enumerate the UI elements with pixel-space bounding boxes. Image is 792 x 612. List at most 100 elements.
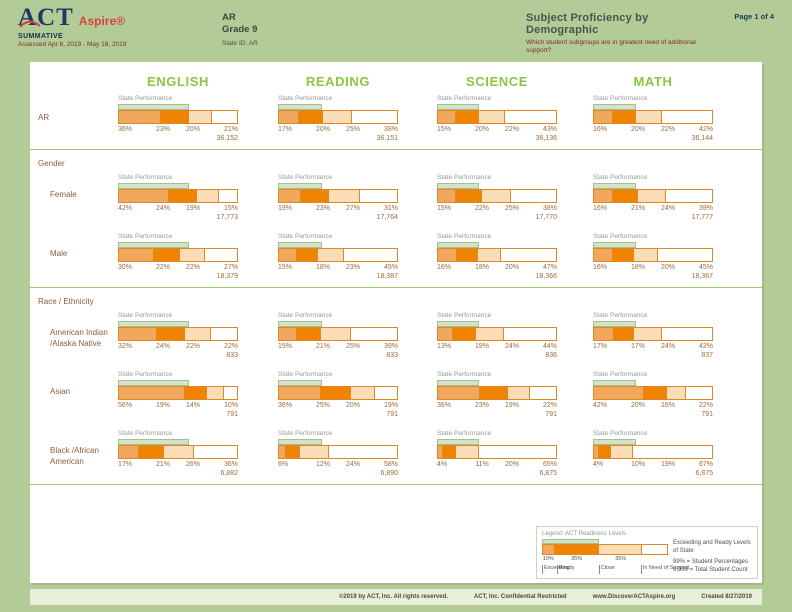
bar-segment-ready xyxy=(321,387,351,399)
bar-segment-exceeding xyxy=(594,387,644,399)
bar-segment-close xyxy=(481,190,512,202)
segment-percentage: 67% xyxy=(698,461,713,468)
bar-segment-close xyxy=(479,111,506,123)
segment-percentage: 23% xyxy=(345,264,360,271)
segment-percentage: 15% xyxy=(223,205,238,212)
bar-segment-close xyxy=(637,190,666,202)
segment-percentage: 11% xyxy=(475,461,489,468)
segment-percentage: 25% xyxy=(315,402,330,409)
bar-segment-ready xyxy=(612,249,635,261)
state-performance-band xyxy=(118,183,189,189)
bar-segment-close xyxy=(667,387,687,399)
proficiency-chart: State Performance 19% 23% 27% 31% 17,764 xyxy=(278,174,398,221)
state-performance-label: State Performance xyxy=(437,95,492,102)
segment-percentages: 17% 20% 25% 38% xyxy=(278,126,398,133)
bar-segment-in-need-of-support xyxy=(219,190,237,202)
bar-segment-close xyxy=(350,387,375,399)
segment-percentages: 15% 20% 22% 43% xyxy=(437,126,557,133)
segment-percentages: 6% 12% 24% 58% xyxy=(278,461,398,468)
proficiency-chart: State Performance 42% 24% 19% 15% 17,773 xyxy=(118,174,238,221)
stacked-bar xyxy=(437,189,557,203)
state-performance-label: State Performance xyxy=(437,312,492,319)
proficiency-chart: State Performance 15% 22% 25% 38% 17,770 xyxy=(437,174,557,221)
proficiency-chart: State Performance 16% 20% 22% 42% 36,144 xyxy=(593,95,713,142)
legend-sample-percentage: 35% xyxy=(615,555,627,562)
demographic-row: Asian State Performance 56% 19% 14% 10% 791 Sta… xyxy=(30,371,762,418)
row-label: American Indian /Alaska Native xyxy=(50,328,108,348)
chart-cell: State Performance 32% 24% 22% 22% 833 xyxy=(118,312,278,359)
segment-percentage: 19% xyxy=(383,402,398,409)
segment-percentage: 23% xyxy=(315,205,330,212)
segment-percentages: 42% 24% 19% 15% xyxy=(118,205,238,212)
state-performance-label: State Performance xyxy=(118,312,173,319)
segment-percentage: 24% xyxy=(504,343,519,350)
bar-segment-close xyxy=(475,328,505,340)
bar-segment-in-need-of-support xyxy=(350,328,397,340)
bar-segment-in-need-of-support xyxy=(530,387,556,399)
demographic-row: Black /African American State Performance… xyxy=(30,430,762,477)
state-performance-band xyxy=(437,242,479,248)
segment-percentage: 65% xyxy=(542,461,557,468)
bar-segment-in-need-of-support xyxy=(665,190,712,202)
proficiency-chart: State Performance 16% 18% 20% 45% 18,367 xyxy=(593,233,713,280)
bar-segment-close xyxy=(207,387,224,399)
segment-percentages: 19% 23% 27% 31% xyxy=(278,205,398,212)
segment-percentage: 21% xyxy=(155,461,170,468)
student-count: 36,136 xyxy=(535,135,557,142)
stacked-bar xyxy=(593,445,713,459)
bar-segment-ready xyxy=(455,111,480,123)
segment-percentage: 27% xyxy=(223,264,238,271)
bar-segment-close xyxy=(455,446,480,458)
stacked-bar xyxy=(278,110,398,124)
bar-segment-in-need-of-support xyxy=(374,387,397,399)
student-count: 17,773 xyxy=(216,214,238,221)
state-performance-label: State Performance xyxy=(437,174,492,181)
segment-percentage: 21% xyxy=(223,126,238,133)
student-count: 791 xyxy=(545,411,557,418)
bar-segment-ready xyxy=(168,190,197,202)
segment-percentage: 20% xyxy=(660,264,675,271)
segment-percentages: 15% 18% 23% 45% xyxy=(278,264,398,271)
segment-percentage: 22% xyxy=(474,205,489,212)
chart-cell: State Performance 36% 25% 20% 19% 791 xyxy=(278,371,437,418)
student-count: 36,152 xyxy=(216,135,238,142)
bar-segment-in-need-of-support xyxy=(504,328,556,340)
segment-percentages: 13% 19% 24% 44% xyxy=(437,343,557,350)
segment-percentage: 32% xyxy=(118,343,133,350)
bar-segment-in-need-of-support xyxy=(505,111,556,123)
student-count: 17,777 xyxy=(691,214,713,221)
chart-cell: State Performance 36% 23% 20% 21% 36,152 xyxy=(118,95,278,142)
segment-percentages: 16% 18% 20% 47% xyxy=(437,264,557,271)
bar-segment-exceeding xyxy=(279,328,297,340)
bar-segment-exceeding xyxy=(279,446,287,458)
state-performance-label: State Performance xyxy=(437,233,492,240)
legend-callout-percentages: 99% = Student Percentages xyxy=(673,558,748,565)
bar-segment-in-need-of-support xyxy=(662,328,712,340)
legend-level-label: Exceeding xyxy=(542,564,570,574)
legend-band-label: Exceeding and Ready Levels of State xyxy=(673,539,751,554)
bar-segment-close xyxy=(477,249,502,261)
segment-percentage: 18% xyxy=(474,264,489,271)
student-count: 36,144 xyxy=(691,135,713,142)
bar-segment-ready xyxy=(156,328,186,340)
report-title-block: Subject Proficiency by Demographic Which… xyxy=(526,12,716,56)
subject-header-spacer xyxy=(30,74,118,89)
segment-percentage: 4% xyxy=(437,461,448,468)
state-performance-label: State Performance xyxy=(437,430,492,437)
segment-percentage: 18% xyxy=(315,264,330,271)
bar-segment-close xyxy=(188,111,213,123)
segment-percentage: 58% xyxy=(383,461,398,468)
segment-percentage: 22% xyxy=(504,126,519,133)
segment-percentage: 25% xyxy=(345,126,360,133)
bar-segment-ready xyxy=(139,446,164,458)
bar-segment-ready xyxy=(154,249,180,261)
stacked-bar xyxy=(278,189,398,203)
bar-segment-ready xyxy=(480,387,508,399)
footer-url: www.DiscoverACTAspire.org xyxy=(592,594,676,600)
report-sheet: ENGLISH READING SCIENCE MATH AR State Per… xyxy=(30,62,762,583)
segment-percentage: 24% xyxy=(345,461,360,468)
state-performance-label: State Performance xyxy=(593,174,648,181)
proficiency-chart: State Performance 16% 21% 24% 39% 17,777 xyxy=(593,174,713,221)
chart-cell: State Performance 4% 10% 19% 67% 6,875 xyxy=(593,430,762,477)
segment-percentages: 36% 23% 19% 22% xyxy=(437,402,557,409)
